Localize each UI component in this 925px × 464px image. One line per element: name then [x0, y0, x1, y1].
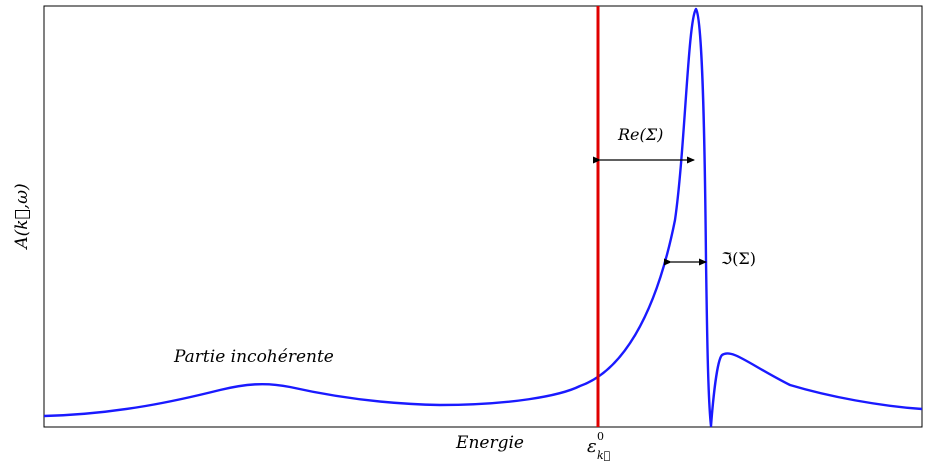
epsilon-subscript: k⃗: [597, 449, 610, 462]
im-sigma-label: ℑ(Σ): [721, 249, 756, 268]
spectral-curve: [43, 7, 923, 428]
plot-frame: [43, 5, 923, 428]
epsilon-label: ε 0 k⃗: [587, 430, 610, 462]
y-axis-label: A(k⃗,ω): [12, 183, 32, 250]
re-sigma-label: Re(Σ): [617, 125, 663, 144]
epsilon-symbol: ε: [587, 436, 597, 457]
epsilon-superscript: 0: [597, 430, 604, 443]
x-axis-label: Energie: [455, 433, 524, 453]
incoherent-part-label: Partie incohérente: [173, 347, 334, 367]
